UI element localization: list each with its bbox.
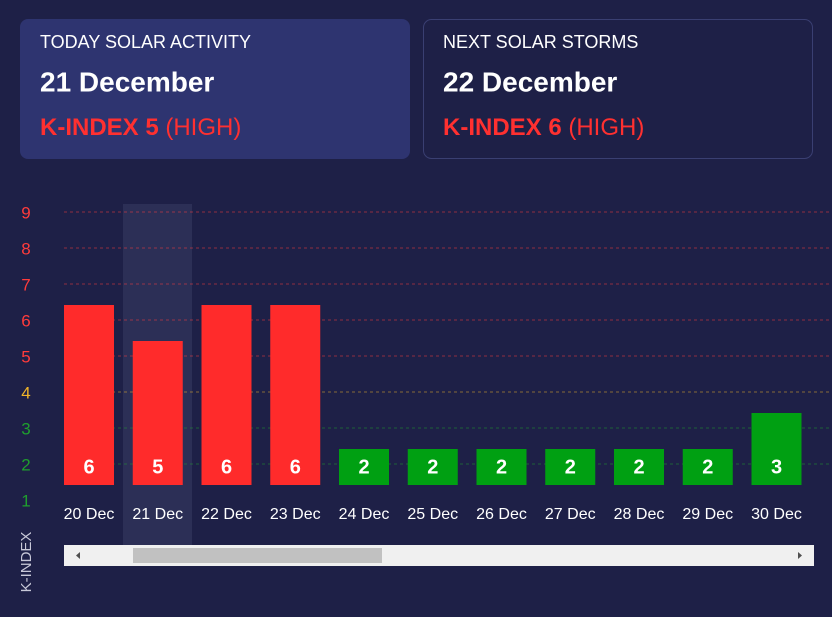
scroll-left[interactable] bbox=[76, 552, 80, 559]
card-index-line: K-INDEX 5 (HIGH) bbox=[40, 114, 241, 141]
data-label: 5 bbox=[152, 456, 163, 478]
bar bbox=[614, 449, 664, 485]
bar bbox=[545, 449, 596, 485]
scroll-thumb[interactable] bbox=[133, 548, 382, 563]
y-axis-title: K-INDEX bbox=[18, 532, 35, 593]
bar bbox=[407, 449, 458, 485]
data-label: 2 bbox=[496, 456, 507, 478]
chart: 1 2 3 4 5 6 7 8 9 6 20 Dec 5 21 Dec 6 22 Dec 6 23 Dec 2 24… bbox=[21, 203, 832, 523]
card-next bbox=[423, 19, 813, 159]
y-tick-label: 2 bbox=[21, 455, 30, 474]
y-tick-label: 1 bbox=[21, 491, 30, 510]
x-tick-label: 21 Dec bbox=[132, 506, 183, 523]
bar bbox=[476, 449, 527, 485]
card-index-line: K-INDEX 6 (HIGH) bbox=[443, 114, 644, 141]
data-label: 2 bbox=[565, 456, 576, 478]
card-today bbox=[20, 19, 410, 159]
card-date: 22 December bbox=[443, 66, 617, 97]
data-label: 6 bbox=[221, 456, 232, 478]
y-tick-label: 3 bbox=[21, 419, 30, 438]
data-label: 2 bbox=[358, 456, 369, 478]
y-tick-label: 9 bbox=[21, 203, 30, 222]
x-tick-label: 26 Dec bbox=[476, 506, 527, 523]
bar bbox=[201, 305, 252, 485]
bar bbox=[751, 413, 802, 485]
x-tick-label: 28 Dec bbox=[614, 506, 665, 523]
x-tick-label: 30 Dec bbox=[751, 506, 802, 523]
card-label: TODAY SOLAR ACTIVITY bbox=[40, 32, 251, 52]
bar bbox=[132, 341, 183, 485]
x-tick-label: 20 Dec bbox=[64, 506, 115, 523]
bar bbox=[682, 449, 733, 485]
card-index: K-INDEX 5 bbox=[40, 114, 159, 141]
scroll-right[interactable] bbox=[798, 552, 802, 559]
y-tick-label: 6 bbox=[21, 311, 30, 330]
y-tick-label: 7 bbox=[21, 275, 30, 294]
x-tick-label: 29 Dec bbox=[682, 506, 733, 523]
data-label: 2 bbox=[702, 456, 713, 478]
x-tick-label: 23 Dec bbox=[270, 506, 321, 523]
card-level: (HIGH) bbox=[165, 114, 241, 141]
y-tick-label: 4 bbox=[21, 383, 30, 402]
y-tick-label: 8 bbox=[21, 239, 30, 258]
card-date: 21 December bbox=[40, 66, 214, 97]
data-label: 6 bbox=[83, 456, 94, 478]
x-tick-label: 25 Dec bbox=[407, 506, 458, 523]
x-tick-label: 27 Dec bbox=[545, 506, 596, 523]
data-label: 2 bbox=[633, 456, 644, 478]
data-label: 6 bbox=[290, 456, 301, 478]
data-label: 3 bbox=[771, 456, 782, 478]
bar bbox=[270, 305, 321, 485]
x-tick-label: 22 Dec bbox=[201, 506, 252, 523]
data-label: 2 bbox=[427, 456, 438, 478]
bar bbox=[64, 305, 114, 485]
y-tick-label: 5 bbox=[21, 347, 30, 366]
bar bbox=[339, 449, 389, 485]
card-index: K-INDEX 6 bbox=[443, 114, 562, 141]
card-label: NEXT SOLAR STORMS bbox=[443, 32, 638, 52]
card-level: (HIGH) bbox=[568, 114, 644, 141]
x-tick-label: 24 Dec bbox=[339, 506, 390, 523]
